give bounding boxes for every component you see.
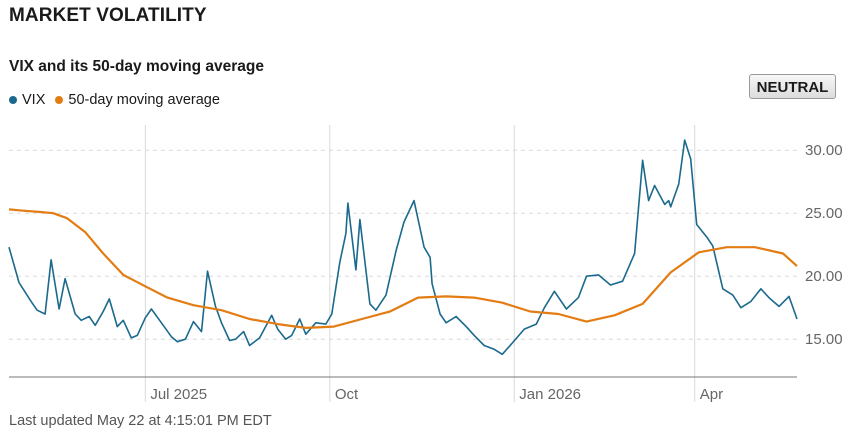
page-title: MARKET VOLATILITY bbox=[9, 5, 207, 26]
legend-label-ma: 50-day moving average bbox=[68, 92, 220, 108]
y-tick-label: 25.00 bbox=[805, 205, 843, 222]
legend-item-vix[interactable]: VIX bbox=[9, 92, 45, 108]
x-tick-label: Oct bbox=[335, 386, 359, 403]
vix-line bbox=[8, 139, 798, 356]
chart-subtitle: VIX and its 50-day moving average bbox=[9, 58, 264, 75]
y-tick-label: 20.00 bbox=[805, 268, 843, 285]
chart-legend: VIX 50-day moving average bbox=[9, 92, 230, 108]
legend-label-vix: VIX bbox=[22, 92, 46, 108]
x-tick-label: Apr bbox=[700, 386, 723, 403]
y-tick-label: 15.00 bbox=[805, 331, 843, 348]
x-tick-label: Jan 2026 bbox=[519, 386, 581, 403]
volatility-chart: 15.00 20.00 25.00 30.00 Jul 2025 Oct Jan 2026 A… bbox=[8, 125, 843, 403]
sentiment-badge[interactable]: NEUTRAL bbox=[749, 74, 836, 99]
legend-dot-ma bbox=[55, 96, 64, 104]
legend-item-ma[interactable]: 50-day moving average bbox=[55, 92, 220, 108]
x-tick-label: Jul 2025 bbox=[150, 386, 207, 403]
y-tick-label: 30.00 bbox=[805, 142, 843, 159]
moving-average-line bbox=[8, 208, 798, 329]
legend-dot-vix bbox=[9, 96, 17, 104]
last-updated: Last updated May 22 at 4:15:01 PM EDT bbox=[9, 413, 272, 429]
